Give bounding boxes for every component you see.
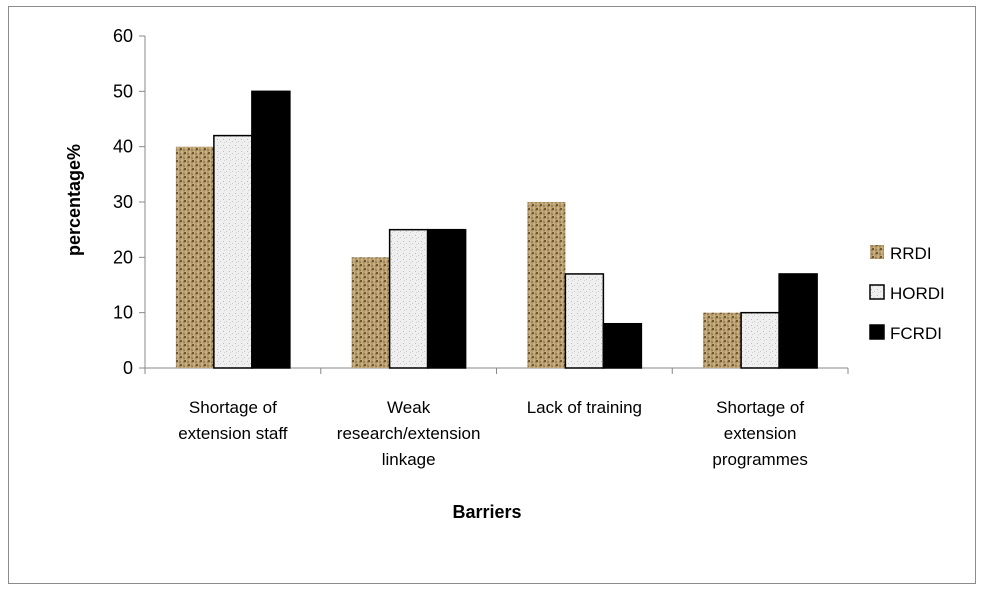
x-tick-label: Lack of training: [527, 398, 642, 417]
y-tick-label: 60: [113, 26, 133, 46]
y-axis-title: percentage%: [64, 144, 84, 256]
x-tick-label: Weak research/extension linkage: [337, 398, 481, 469]
bar-rrdi: [175, 146, 214, 368]
bar-hordi: [740, 311, 780, 369]
legend-label: HORDI: [890, 284, 945, 303]
x-axis: Shortage of extension staff Weak research/e…: [144, 367, 849, 469]
y-tick-label: 30: [113, 192, 133, 212]
bar-fcrdi: [251, 90, 291, 369]
bars-group: [175, 90, 818, 369]
y-tick-label: 10: [113, 303, 133, 323]
y-axis: 0 10 20 30 40 50 60: [113, 26, 146, 378]
legend-swatch-rrdi: [870, 245, 884, 259]
x-tick-label: Shortage of extension staff: [178, 398, 288, 443]
x-tick-label: Shortage of extension programmes: [712, 398, 807, 469]
bar-rrdi: [703, 312, 742, 368]
bar-rrdi: [351, 257, 390, 368]
y-tick-label: 40: [113, 137, 133, 157]
y-tick-label: 50: [113, 81, 133, 101]
legend-label: FCRDI: [890, 324, 942, 343]
legend-swatch-fcrdi: [869, 324, 885, 340]
legend: RRDI HORDI FCRDI: [869, 244, 945, 343]
y-tick-label: 20: [113, 247, 133, 267]
bar-hordi: [564, 273, 605, 369]
x-axis-title: Barriers: [452, 502, 521, 522]
bar-rrdi: [527, 202, 566, 368]
y-tick-label: 0: [123, 358, 133, 378]
legend-label: RRDI: [890, 244, 932, 263]
bar-fcrdi: [426, 228, 467, 369]
bar-fcrdi: [778, 273, 818, 369]
bar-hordi: [213, 134, 253, 369]
bar-fcrdi: [602, 322, 643, 369]
bar-hordi: [388, 228, 429, 369]
legend-swatch-hordi: [869, 284, 885, 300]
